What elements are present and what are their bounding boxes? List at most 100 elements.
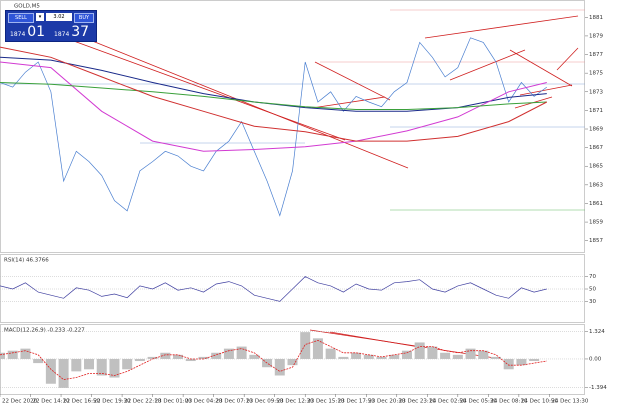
x-tick-label: 22 Dec 2020 xyxy=(2,399,38,405)
y-tick-label: 1875 xyxy=(589,71,603,77)
x-tick-label: 23 Dec 15:10 xyxy=(307,399,344,405)
y-tick-label: 50 xyxy=(589,287,596,293)
y-tick-label: 1877 xyxy=(589,52,603,58)
histogram-bar xyxy=(503,358,514,370)
x-tick-label: 24 Dec 08:10 xyxy=(490,399,527,405)
x-tick-label: 22 Dec 22:10 xyxy=(124,399,161,405)
x-tick-label: 23 Dec 01:00 xyxy=(155,399,192,405)
histogram-bar xyxy=(427,346,438,359)
y-tick-label: 70 xyxy=(589,274,596,280)
lots-input[interactable]: 3.02 xyxy=(46,13,72,21)
histogram-bar xyxy=(211,352,222,359)
x-tick-label: 22 Dec 19:30 xyxy=(94,399,131,405)
buy-price: 1874 37 xyxy=(54,24,89,40)
price-small: 01 xyxy=(27,24,46,40)
x-tick-label: 23 Dec 20:30 xyxy=(368,399,405,405)
histogram-bar xyxy=(478,350,489,359)
x-tick-label: 23 Dec 04:20 xyxy=(185,399,222,405)
histogram-bar xyxy=(173,354,184,359)
histogram-bar xyxy=(96,358,107,376)
series-line xyxy=(0,82,547,110)
panel-title: MACD(12,26,9) -0.233 -0.227 xyxy=(4,328,85,334)
histogram-bar xyxy=(325,348,336,359)
trade-panel: SELL ▾ 3.02 BUY 1874 01 1874 37 xyxy=(5,10,97,42)
histogram-bar xyxy=(401,350,412,359)
y-tick-label: -1.394 xyxy=(589,385,607,391)
histogram-bar xyxy=(160,352,171,359)
y-tick-label: 1857 xyxy=(589,238,603,244)
x-tick-label: 24 Dec 10:50 xyxy=(521,399,558,405)
histogram-bar xyxy=(516,358,527,366)
histogram-bar xyxy=(7,350,18,359)
x-tick-label: 23 Dec 23:10 xyxy=(399,399,436,405)
x-tick-label: 22 Dec 16:50 xyxy=(63,399,100,405)
sell-price: 1874 01 xyxy=(10,24,45,40)
series-line xyxy=(0,61,547,152)
histogram-bar xyxy=(71,358,82,372)
panel-title: RSI(14) 46.3766 xyxy=(4,258,49,264)
histogram-bar xyxy=(147,356,158,359)
histogram-bar xyxy=(58,358,69,388)
histogram-bar xyxy=(389,354,400,359)
histogram-bar xyxy=(134,358,145,362)
histogram-bar xyxy=(84,358,95,370)
histogram-bar xyxy=(287,358,298,366)
series-line xyxy=(0,46,548,142)
y-tick-label: 1871 xyxy=(589,108,603,114)
histogram-bar xyxy=(351,352,362,359)
histogram-bar xyxy=(452,354,463,359)
histogram-bar xyxy=(198,356,209,359)
sell-button[interactable]: SELL xyxy=(8,13,34,23)
buy-button[interactable]: BUY xyxy=(74,13,94,23)
histogram-bar xyxy=(20,348,31,359)
price-big: 1874 xyxy=(54,31,70,38)
histogram-bar xyxy=(338,356,349,359)
x-tick-label: 22 Dec 14:10 xyxy=(33,399,70,405)
histogram-bar xyxy=(465,348,476,359)
histogram-bar xyxy=(312,338,323,359)
histogram-bar xyxy=(249,354,260,359)
price-small: 37 xyxy=(71,24,90,40)
layout xyxy=(0,0,585,395)
price-big: 1874 xyxy=(10,31,26,38)
histogram-bar xyxy=(45,358,56,384)
y-tick-label: 1873 xyxy=(589,89,603,95)
y-tick-label: 1.324 xyxy=(589,329,605,335)
histogram-bar xyxy=(529,358,540,362)
histogram-bar xyxy=(274,358,285,376)
y-tick-label: 0.00 xyxy=(589,356,602,362)
histogram-bar xyxy=(223,348,234,359)
histogram-bar xyxy=(236,346,247,359)
y-tick-label: 1881 xyxy=(589,15,603,21)
histogram-bar xyxy=(376,356,387,359)
series-line xyxy=(0,276,547,302)
series-line xyxy=(0,339,547,381)
y-tick-label: 1865 xyxy=(589,164,603,170)
y-tick-label: 30 xyxy=(589,299,596,305)
histogram-bar xyxy=(0,352,5,359)
y-tick-label: 1863 xyxy=(589,182,603,188)
histogram-bar xyxy=(109,358,120,378)
histogram-bar xyxy=(363,354,374,359)
x-tick-label: 23 Dec 17:50 xyxy=(338,399,375,405)
histogram-bar xyxy=(185,358,196,362)
histogram-bar xyxy=(490,356,501,359)
y-tick-label: 1879 xyxy=(589,33,603,39)
histogram-bar xyxy=(122,358,133,370)
y-tick-label: 1859 xyxy=(589,220,603,226)
series-line xyxy=(0,37,548,217)
x-tick-label: 23 Dec 12:30 xyxy=(277,399,314,405)
panel-title: GOLD,M5 xyxy=(14,4,40,10)
histogram-bar xyxy=(33,358,44,364)
x-tick-label: 24 Dec 02:50 xyxy=(429,399,466,405)
lots-dropdown[interactable]: ▾ xyxy=(36,13,44,21)
histogram-bar xyxy=(440,352,451,359)
x-tick-label: 23 Dec 07:10 xyxy=(216,399,253,405)
series-line xyxy=(0,56,547,112)
x-tick-label: 23 Dec 09:50 xyxy=(246,399,283,405)
histogram-bar xyxy=(300,332,311,359)
histogram-bar xyxy=(414,342,425,359)
y-tick-label: 1869 xyxy=(589,127,603,133)
